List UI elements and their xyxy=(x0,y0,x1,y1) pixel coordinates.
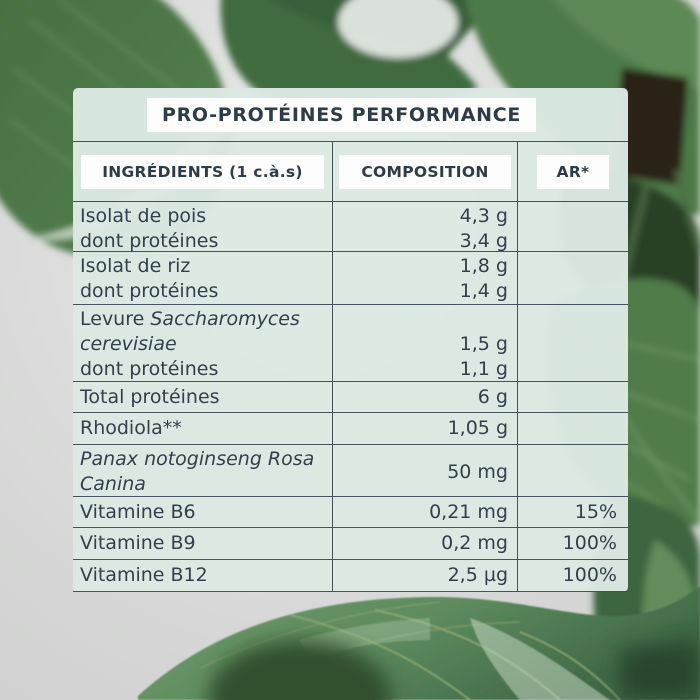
nutrition-table-panel: PRO-PROTÉINES PERFORMANCE INGRÉDIENTS (1… xyxy=(73,88,628,592)
ingredient-name: dont protéines xyxy=(80,280,219,302)
ingredient-cell: Isolat de pois dont protéines xyxy=(73,202,333,256)
composition-cell: 1,8 g 1,4 g xyxy=(333,252,518,306)
composition-cell: 6 g xyxy=(333,382,518,412)
composition-value: 1,5 g xyxy=(459,333,508,355)
ingredient-name: Canina xyxy=(80,473,146,495)
ar-cell xyxy=(518,252,628,306)
ar-cell xyxy=(518,382,628,412)
ar-cell xyxy=(518,202,628,256)
column-header-composition: COMPOSITION xyxy=(339,154,511,189)
table-row: Levure Saccharomyces cerevisiae dont proté… xyxy=(73,305,628,384)
ingredient-cell: Vitamine B9 xyxy=(73,528,333,559)
ar-value: 100% xyxy=(562,564,617,586)
composition-cell: 0,2 mg xyxy=(333,528,518,559)
composition-value: 1,8 g xyxy=(459,255,508,277)
ingredient-cell: Panax notoginseng Rosa Canina xyxy=(73,445,333,499)
title-band: PRO-PROTÉINES PERFORMANCE xyxy=(73,88,628,142)
ar-cell xyxy=(518,413,628,444)
ar-cell xyxy=(518,305,628,384)
ingredient-cell: Vitamine B12 xyxy=(73,560,333,591)
composition-value: 1,4 g xyxy=(459,280,508,302)
composition-cell: 2,5 µg xyxy=(333,560,518,591)
composition-value: 0,21 mg xyxy=(429,500,508,523)
composition-value: 6 g xyxy=(477,385,508,408)
ingredient-name: dont protéines xyxy=(80,358,219,380)
table-body: Isolat de pois dont protéines 4,3 g 3,4 g Is… xyxy=(73,202,628,592)
table-row: Total protéines 6 g xyxy=(73,382,628,413)
column-header-ar: AR* xyxy=(536,154,610,189)
composition-value: 50 mg xyxy=(447,460,508,483)
table-row: Panax notoginseng Rosa Canina 50 mg xyxy=(73,445,628,499)
table-row: Isolat de pois dont protéines 4,3 g 3,4 g xyxy=(73,202,628,256)
ingredient-name: Vitamine B9 xyxy=(80,532,196,554)
ar-cell xyxy=(518,445,628,499)
ingredient-name: cerevisiae xyxy=(80,333,177,355)
header-cell-ingredients: INGRÉDIENTS (1 c.à.s) xyxy=(73,142,333,201)
ar-cell: 100% xyxy=(518,560,628,591)
table-row: Vitamine B6 0,21 mg 15% xyxy=(73,497,628,528)
ingredient-cell: Vitamine B6 xyxy=(73,497,333,527)
header-cell-ar: AR* xyxy=(518,142,628,201)
ingredient-cell: Total protéines xyxy=(73,382,333,412)
ingredient-name: Levure Saccharomyces xyxy=(80,308,300,330)
ingredient-cell: Isolat de riz dont protéines xyxy=(73,252,333,306)
composition-value xyxy=(342,307,508,332)
composition-cell: 50 mg xyxy=(333,445,518,499)
ingredient-name: Vitamine B6 xyxy=(80,500,196,523)
table-row: Rhodiola** 1,05 g xyxy=(73,413,628,445)
composition-cell: 1,05 g xyxy=(333,413,518,444)
composition-value: 1,05 g xyxy=(447,417,508,439)
composition-cell: 0,21 mg xyxy=(333,497,518,527)
composition-value: 3,4 g xyxy=(459,230,508,252)
composition-cell: 4,3 g 3,4 g xyxy=(333,202,518,256)
table-row: Vitamine B12 2,5 µg 100% xyxy=(73,560,628,592)
composition-value: 4,3 g xyxy=(459,205,508,227)
ingredient-name: Panax notoginseng Rosa xyxy=(80,448,315,470)
column-header-ingredients: INGRÉDIENTS (1 c.à.s) xyxy=(81,154,324,189)
header-row: INGRÉDIENTS (1 c.à.s) COMPOSITION AR* xyxy=(73,142,628,202)
ingredient-name: Vitamine B12 xyxy=(80,564,208,586)
ingredient-name: Rhodiola** xyxy=(80,417,182,439)
composition-value: 0,2 mg xyxy=(441,532,508,554)
ingredient-cell: Rhodiola** xyxy=(73,413,333,444)
ar-cell: 15% xyxy=(518,497,628,527)
ar-value: 15% xyxy=(574,500,617,523)
ingredient-name: Total protéines xyxy=(80,385,220,408)
panel-title: PRO-PROTÉINES PERFORMANCE xyxy=(146,97,537,132)
composition-value: 1,1 g xyxy=(459,358,508,380)
composition-value: 2,5 µg xyxy=(447,564,508,586)
header-cell-composition: COMPOSITION xyxy=(333,142,518,201)
ingredient-name: Isolat de riz xyxy=(80,255,191,277)
ar-cell: 100% xyxy=(518,528,628,559)
table-row: Isolat de riz dont protéines 1,8 g 1,4 g xyxy=(73,252,628,306)
table-row: Vitamine B9 0,2 mg 100% xyxy=(73,528,628,560)
composition-cell: 1,5 g 1,1 g xyxy=(333,305,518,384)
ingredient-name: Isolat de pois xyxy=(80,205,207,227)
ingredient-cell: Levure Saccharomyces cerevisiae dont proté… xyxy=(73,305,333,384)
ingredient-name: dont protéines xyxy=(80,230,219,252)
ar-value: 100% xyxy=(562,532,617,554)
